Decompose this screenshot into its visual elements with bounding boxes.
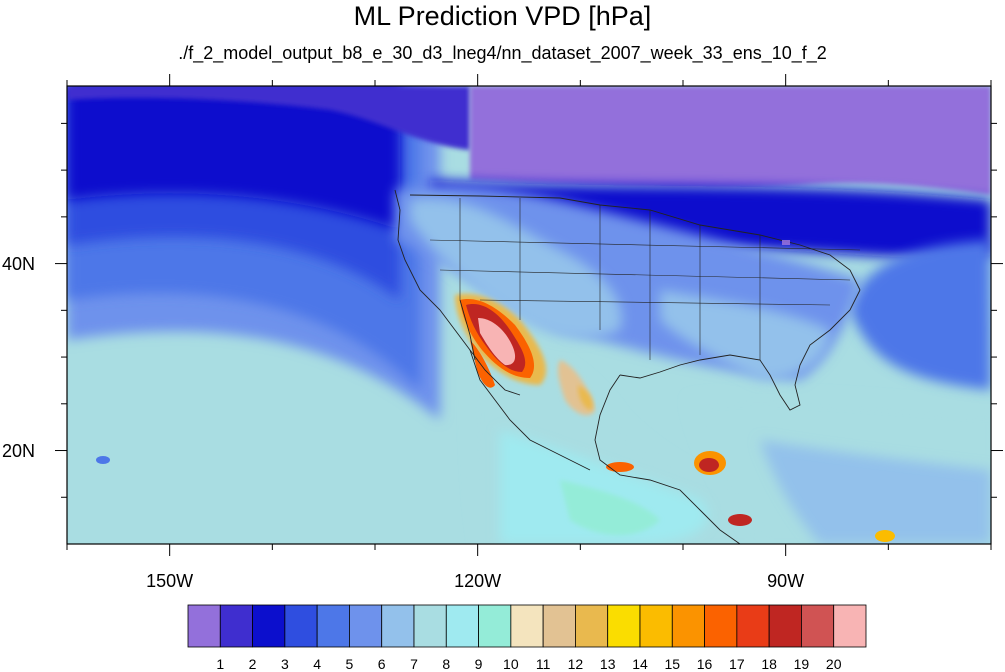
colorbar-swatch <box>510 604 544 648</box>
colorbar-swatch <box>445 604 479 648</box>
colorbar-swatch <box>671 604 705 648</box>
colorbar-swatch <box>575 604 609 648</box>
colorbar-label: 16 <box>696 656 713 672</box>
colorbar-swatch <box>187 604 221 648</box>
colorbar-swatch <box>768 604 802 648</box>
colorbar-label: 1 <box>216 656 225 672</box>
colorbar-swatch <box>219 604 253 648</box>
colorbar-swatch <box>316 604 350 648</box>
colorbar-label: 5 <box>345 656 354 672</box>
state-borders <box>429 198 861 360</box>
map-subtitle: ./f_2_model_output_b8_e_30_d3_lneg4/nn_d… <box>178 43 827 63</box>
colorbar-swatch <box>252 604 286 648</box>
colorbar-label: 2 <box>248 656 257 672</box>
lon-tick-label: 120W <box>454 571 502 591</box>
colorbar-label: 13 <box>599 656 616 672</box>
lat-tick-label: 20N <box>2 440 36 461</box>
colorbar-label: 11 <box>535 656 551 672</box>
colorbar-label: 10 <box>503 656 519 672</box>
colorbar-swatch <box>413 604 447 648</box>
colorbar-swatch <box>542 604 576 648</box>
colorbar-label: 7 <box>410 656 418 672</box>
vpd-field <box>67 86 991 544</box>
colorbar-label: 12 <box>567 656 584 672</box>
map-frame <box>66 85 992 545</box>
colorbar-swatch <box>704 604 738 648</box>
colorbar-label: 6 <box>377 656 386 672</box>
colorbar-swatch <box>639 604 673 648</box>
colorbar-label: 9 <box>474 656 483 672</box>
colorbar-swatch <box>284 604 318 648</box>
colorbar-swatch <box>478 604 512 648</box>
axis-ticks <box>55 74 1003 556</box>
colorbar-label: 18 <box>761 656 777 672</box>
colorbar-swatch <box>801 604 835 648</box>
colorbar-swatch <box>381 604 415 648</box>
colorbar-label: 3 <box>280 656 289 672</box>
colorbar-swatch <box>607 604 641 648</box>
lon-tick-label: 150W <box>146 571 194 591</box>
colorbar-swatch <box>736 604 770 648</box>
lon-tick-label: 90W <box>767 571 805 591</box>
colorbar-label: 14 <box>632 656 648 672</box>
colorbar-swatch <box>833 604 867 648</box>
colorbar <box>187 604 867 648</box>
colorbar-label: 8 <box>442 656 451 672</box>
colorbar-label: 20 <box>825 656 842 672</box>
colorbar-label: 19 <box>793 656 810 672</box>
lat-tick-label: 40N <box>2 253 36 274</box>
colorbar-label: 4 <box>313 656 322 672</box>
colorbar-label: 17 <box>729 656 745 672</box>
map-title: ML Prediction VPD [hPa] <box>353 1 652 31</box>
colorbar-swatch <box>349 604 383 648</box>
colorbar-label: 15 <box>664 656 681 672</box>
